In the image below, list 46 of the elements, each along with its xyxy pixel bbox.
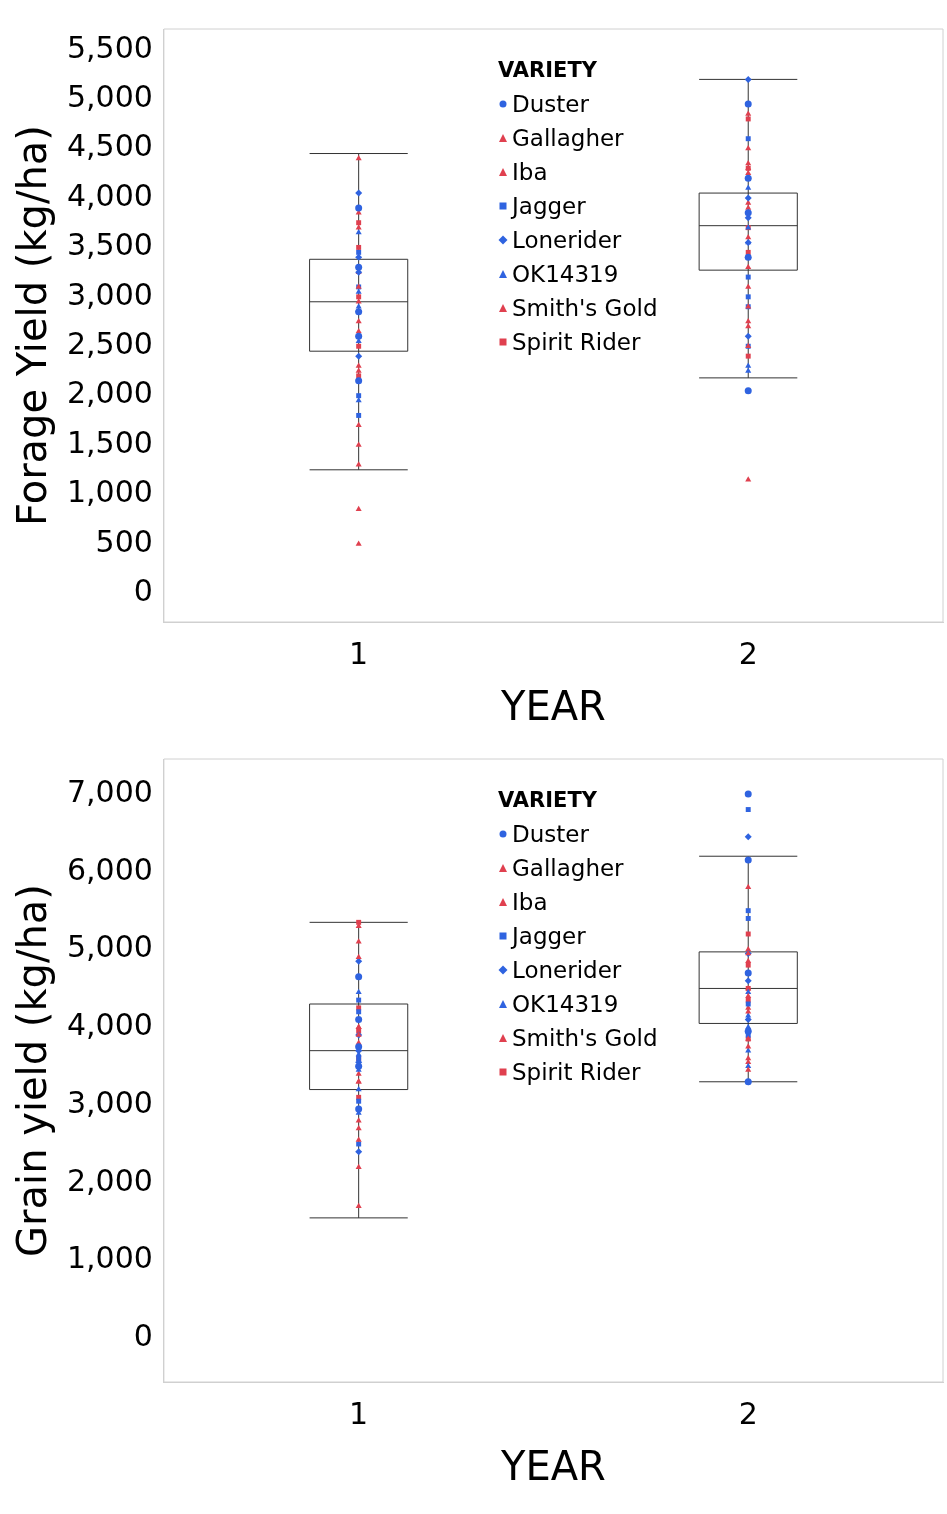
y-tick-label: 3,000 [66, 1084, 153, 1120]
y-tick-label: 7,000 [66, 773, 153, 809]
y-tick-label: 4,000 [66, 177, 153, 213]
y-tick-label: 1,000 [66, 474, 153, 510]
y-tick-label: 2,000 [66, 1162, 153, 1198]
legend-label: Lonerider [512, 956, 622, 985]
legend-title: VARIETY [498, 57, 598, 84]
legend-label: Smith's Gold [512, 1024, 658, 1053]
legend-label: Jagger [512, 922, 586, 951]
legend-label: Smith's Gold [512, 294, 658, 323]
legend-label: Iba [512, 158, 548, 187]
y-tick-label: 3,500 [66, 227, 153, 263]
legend-label: Gallagher [512, 854, 624, 883]
y-tick-label: 6,000 [66, 851, 153, 887]
y-tick-label: 500 [95, 523, 153, 559]
legend-title: VARIETY [498, 787, 598, 814]
y-tick-label: 5,000 [66, 929, 153, 965]
legend-label: Duster [512, 820, 589, 849]
x-tick-label: 1 [349, 1395, 369, 1431]
legend-label: OK14319 [512, 990, 619, 1019]
x-tick-label: 1 [349, 635, 369, 671]
x-axis-title: YEAR [500, 683, 606, 730]
y-tick-label: 1,500 [66, 424, 153, 460]
y-axis-title: Forage Yield (kg/ha) [9, 125, 56, 526]
y-tick-label: 2,500 [66, 326, 153, 362]
y-tick-label: 5,500 [66, 29, 153, 65]
y-tick-label: 5,000 [66, 78, 153, 114]
y-axis-title: Grain yield (kg/ha) [9, 884, 56, 1257]
legend-label: Iba [512, 888, 548, 917]
y-tick-label: 3,000 [66, 276, 153, 312]
y-tick-label: 4,500 [66, 128, 153, 164]
legend-label: Lonerider [512, 226, 622, 255]
x-tick-label: 2 [738, 1395, 758, 1431]
x-tick-label: 2 [738, 635, 758, 671]
legend-label: Duster [512, 90, 589, 119]
y-tick-label: 1,000 [66, 1240, 153, 1276]
y-tick-label: 0 [133, 1318, 153, 1354]
legend-label: OK14319 [512, 260, 619, 289]
x-axis-title: YEAR [500, 1443, 606, 1490]
y-tick-label: 2,000 [66, 375, 153, 411]
legend-label: Spirit Rider [512, 328, 641, 357]
legend-label: Jagger [512, 192, 586, 221]
legend-label: Gallagher [512, 124, 624, 153]
y-tick-label: 0 [133, 573, 153, 609]
y-tick-label: 4,000 [66, 1007, 153, 1043]
legend-label: Spirit Rider [512, 1058, 641, 1087]
